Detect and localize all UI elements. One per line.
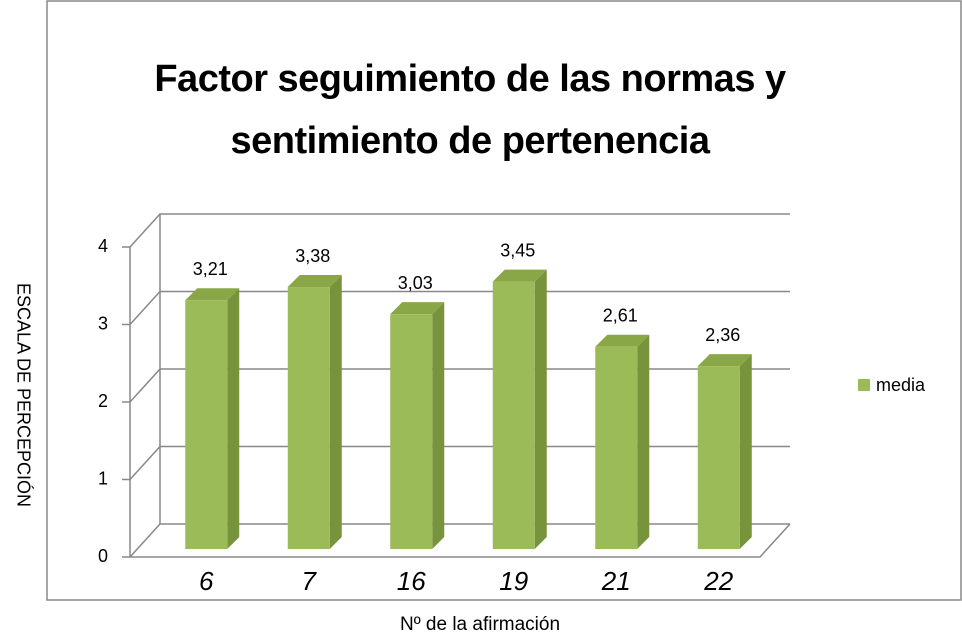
x-tick-label: 7	[302, 566, 318, 596]
y-tick-label: 3	[98, 313, 108, 333]
bar	[185, 300, 228, 549]
bar	[390, 314, 433, 549]
bar	[287, 287, 330, 549]
bar	[492, 281, 535, 549]
x-tick-label: 6	[199, 566, 214, 596]
bar-top	[390, 302, 445, 315]
y-tick-label: 1	[98, 468, 108, 488]
y-axis-label: ESCALA DE PERCEPCIÓN	[13, 283, 34, 507]
grid-line	[129, 523, 790, 558]
chart-border	[46, 0, 962, 601]
legend-swatch	[858, 379, 870, 391]
bar-side	[329, 275, 342, 549]
data-label: 3,03	[398, 273, 433, 293]
data-label: 3,38	[295, 246, 330, 266]
bar-side	[432, 302, 445, 549]
data-label: 2,36	[705, 325, 740, 345]
x-tick-label: 22	[703, 566, 733, 596]
data-label: 2,61	[603, 305, 638, 325]
bar-side	[637, 334, 650, 549]
bar-top	[185, 288, 240, 301]
legend-label: media	[876, 375, 926, 395]
x-tick-label: 19	[499, 566, 528, 596]
y-tick-label: 4	[98, 236, 108, 256]
grid-line	[129, 213, 790, 248]
data-label: 3,45	[500, 240, 535, 260]
floor	[130, 523, 791, 558]
grid-line	[129, 368, 790, 403]
bar	[595, 346, 638, 549]
bar-side	[227, 288, 240, 549]
x-axis-label: Nº de la afirmación	[400, 614, 560, 635]
bar-top	[492, 269, 547, 282]
y-tick-label: 0	[98, 546, 108, 566]
bar-side	[739, 354, 752, 549]
bar-top	[697, 354, 752, 367]
chart-title: Factor seguimiento de las normas y senti…	[154, 58, 786, 162]
x-tick-label: 21	[601, 566, 631, 596]
grid-line	[129, 290, 790, 326]
bar-top	[595, 334, 650, 347]
bar	[697, 366, 740, 549]
y-tick-label: 2	[98, 391, 108, 411]
data-label: 3,21	[193, 259, 228, 279]
bar-side	[534, 269, 547, 549]
x-tick-label: 16	[397, 566, 426, 596]
grid-line	[129, 445, 790, 481]
bar-top	[287, 275, 342, 288]
